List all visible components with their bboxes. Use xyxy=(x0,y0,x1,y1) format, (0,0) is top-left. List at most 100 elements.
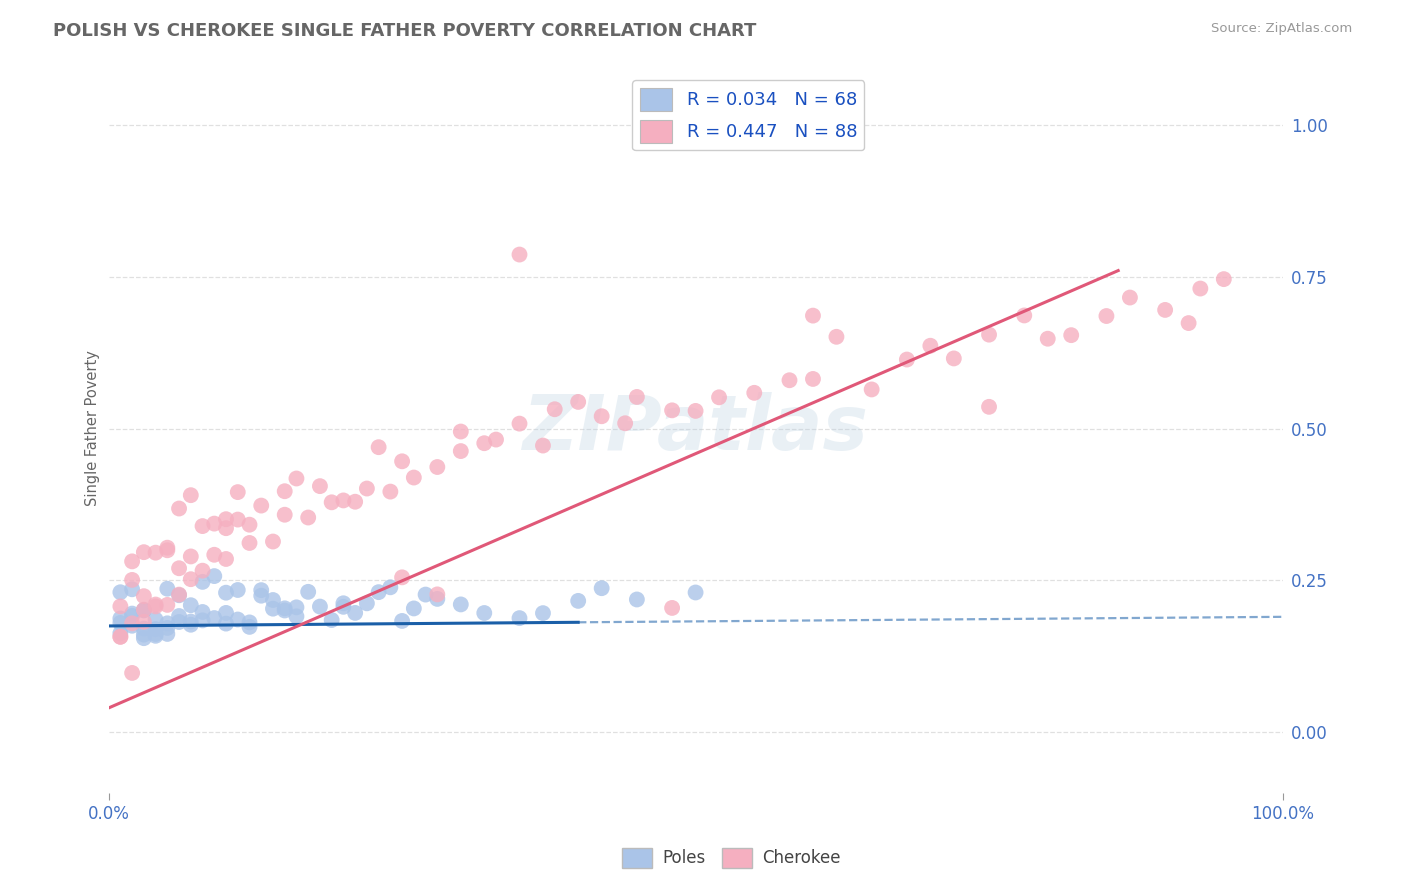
Point xyxy=(485,433,508,447)
Point xyxy=(167,615,190,629)
Point xyxy=(779,373,801,387)
Point xyxy=(262,601,284,615)
Point xyxy=(132,627,155,641)
Point xyxy=(121,616,143,631)
Legend: R = 0.034   N = 68, R = 0.447   N = 88: R = 0.034 N = 68, R = 0.447 N = 88 xyxy=(633,80,865,150)
Point xyxy=(110,630,132,644)
Point xyxy=(391,454,413,468)
Point xyxy=(356,596,378,610)
Point xyxy=(121,619,143,633)
Point xyxy=(297,510,319,524)
Point xyxy=(156,582,179,596)
Point xyxy=(332,493,354,508)
Point xyxy=(145,613,167,627)
Point xyxy=(180,598,202,612)
Point xyxy=(508,611,530,625)
Point xyxy=(250,583,273,598)
Point xyxy=(215,552,238,566)
Point xyxy=(250,589,273,603)
Point xyxy=(238,620,260,634)
Point xyxy=(121,607,143,621)
Point xyxy=(132,603,155,617)
Point xyxy=(167,588,190,602)
Point xyxy=(309,599,332,614)
Point xyxy=(274,603,297,617)
Point xyxy=(145,599,167,614)
Point xyxy=(110,615,132,630)
Point xyxy=(825,330,848,344)
Point xyxy=(262,534,284,549)
Point xyxy=(156,621,179,635)
Point xyxy=(202,569,225,583)
Point xyxy=(110,585,132,599)
Point xyxy=(344,494,367,508)
Point xyxy=(531,438,554,452)
Point xyxy=(215,521,238,535)
Point xyxy=(591,409,613,424)
Text: Source: ZipAtlas.com: Source: ZipAtlas.com xyxy=(1212,22,1353,36)
Point xyxy=(1119,291,1142,305)
Point xyxy=(121,582,143,597)
Point xyxy=(250,499,273,513)
Point xyxy=(1212,272,1234,286)
Point xyxy=(1036,332,1059,346)
Point xyxy=(180,617,202,632)
Point xyxy=(450,598,472,612)
Point xyxy=(202,611,225,625)
Point xyxy=(801,372,824,386)
Point xyxy=(344,606,367,620)
Point xyxy=(238,536,260,550)
Point xyxy=(1154,302,1177,317)
Point xyxy=(450,444,472,458)
Point xyxy=(508,417,530,431)
Text: POLISH VS CHEROKEE SINGLE FATHER POVERTY CORRELATION CHART: POLISH VS CHEROKEE SINGLE FATHER POVERTY… xyxy=(53,22,756,40)
Point xyxy=(202,516,225,531)
Point xyxy=(426,587,449,601)
Point xyxy=(180,488,202,502)
Point xyxy=(685,404,707,418)
Point xyxy=(132,615,155,629)
Point xyxy=(274,508,297,522)
Point xyxy=(426,460,449,475)
Point xyxy=(661,403,683,417)
Point xyxy=(285,609,308,624)
Point xyxy=(332,599,354,614)
Point xyxy=(262,593,284,607)
Point xyxy=(567,594,589,608)
Point xyxy=(156,543,179,558)
Point xyxy=(226,582,249,597)
Point xyxy=(226,613,249,627)
Point xyxy=(238,615,260,630)
Point xyxy=(297,584,319,599)
Point xyxy=(614,416,637,430)
Point xyxy=(215,585,238,599)
Point xyxy=(450,425,472,439)
Point xyxy=(1060,328,1083,343)
Point xyxy=(167,501,190,516)
Point xyxy=(121,665,143,680)
Point xyxy=(1012,309,1035,323)
Point xyxy=(167,561,190,575)
Point xyxy=(110,599,132,614)
Point xyxy=(1177,316,1199,330)
Point xyxy=(285,471,308,485)
Point xyxy=(544,402,567,417)
Point xyxy=(391,614,413,628)
Point xyxy=(145,546,167,560)
Point xyxy=(896,352,918,367)
Point xyxy=(920,339,942,353)
Point xyxy=(472,606,495,620)
Point xyxy=(156,616,179,631)
Point xyxy=(742,385,765,400)
Point xyxy=(321,495,343,509)
Point xyxy=(977,400,1000,414)
Point xyxy=(180,572,202,586)
Point xyxy=(132,622,155,636)
Y-axis label: Single Father Poverty: Single Father Poverty xyxy=(86,351,100,507)
Point xyxy=(121,554,143,568)
Point xyxy=(156,598,179,612)
Point xyxy=(860,383,883,397)
Point xyxy=(977,327,1000,342)
Point xyxy=(191,613,214,627)
Point xyxy=(167,588,190,602)
